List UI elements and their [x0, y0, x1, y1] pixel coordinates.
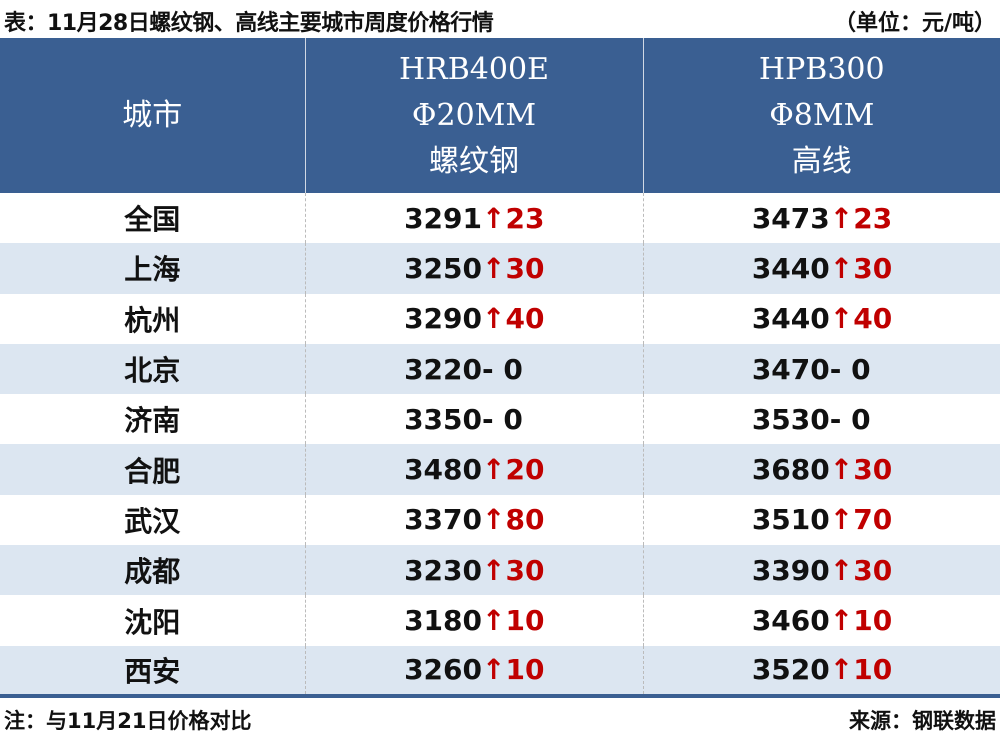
- rebar-price: 3220: [404, 352, 482, 386]
- header-city-label: 城市: [122, 97, 183, 133]
- wire-change: ↑30: [829, 553, 893, 587]
- header-wire-grade: HPB300: [758, 51, 885, 87]
- table-row: 成都 3230↑30 3390↑30: [0, 545, 1000, 596]
- table-row: 杭州 3290↑40 3440↑40: [0, 293, 1000, 344]
- rebar-price: 3480: [404, 453, 482, 487]
- rebar-cell: 3290↑40: [304, 293, 643, 344]
- table-row: 沈阳 3180↑10 3460↑10: [0, 595, 1000, 646]
- wire-price: 3473: [751, 201, 830, 235]
- city-cell: 合肥: [0, 444, 305, 495]
- rebar-cell: 3260↑10: [304, 645, 643, 698]
- wire-cell: 3440↑40: [642, 293, 1000, 344]
- table-row: 合肥 3480↑20 3680↑30: [0, 444, 1000, 495]
- wire-change: ↑70: [829, 503, 893, 537]
- header-wire-size: Φ8MM: [769, 97, 875, 133]
- wire-cell: 3530- 0: [642, 394, 1000, 445]
- rebar-price: 3291: [404, 201, 482, 235]
- rebar-price: 3180: [404, 604, 482, 638]
- wire-price: 3470: [751, 352, 830, 386]
- rebar-change: - 0: [482, 402, 523, 436]
- wire-price: 3390: [751, 553, 830, 587]
- rebar-change: ↑10: [482, 653, 545, 687]
- rebar-cell: 3370↑80: [304, 494, 643, 546]
- city-cell: 全国: [124, 203, 181, 237]
- rebar-price: 3250: [404, 251, 482, 285]
- source-note: 来源：钢联数据: [849, 709, 996, 733]
- table-row: 上海 3250↑30 3440↑30: [0, 243, 1000, 294]
- wire-change: - 0: [829, 352, 871, 386]
- rebar-price: 3230: [404, 553, 482, 587]
- rebar-change: ↑30: [482, 251, 545, 285]
- city-cell: 杭州: [124, 303, 181, 337]
- wire-cell: 3473↑23: [642, 193, 1000, 244]
- wire-change: ↑40: [829, 302, 893, 336]
- wire-change: ↑23: [829, 201, 893, 235]
- rebar-price: 3350: [404, 402, 482, 436]
- wire-cell: 3680↑30: [642, 444, 1000, 495]
- wire-price: 3680: [751, 453, 830, 487]
- table-title: 表：11月28日螺纹钢、高线主要城市周度价格行情: [4, 11, 494, 36]
- table-row: 北京 3220- 0 3470- 0: [0, 343, 1000, 395]
- wire-cell: 3440↑30: [642, 243, 1000, 294]
- rebar-cell: 3220- 0: [304, 343, 643, 395]
- header-rebar-name: 螺纹钢: [429, 143, 519, 179]
- rebar-cell: 3180↑10: [304, 595, 643, 646]
- header-rebar-grade: HRB400E: [399, 51, 549, 87]
- header-row: 城市 HRB400E Φ20MM 螺纹钢 HPB300 Φ8MM 高线: [0, 38, 1000, 193]
- city-cell: 北京: [0, 343, 305, 395]
- header-rebar-size: Φ20MM: [411, 97, 537, 133]
- city-cell: 西安: [0, 645, 305, 698]
- header-wire: HPB300 Φ8MM 高线: [642, 38, 1000, 193]
- rebar-cell: 3250↑30: [304, 243, 643, 294]
- footnote: 注：与11月21日价格对比: [4, 709, 252, 733]
- wire-change: ↑10: [829, 604, 893, 638]
- rebar-price: 3290: [404, 302, 482, 336]
- rebar-change: ↑10: [482, 604, 545, 638]
- wire-change: - 0: [829, 402, 871, 436]
- city-cell: 上海: [0, 243, 305, 294]
- rebar-cell: 3350- 0: [304, 394, 643, 445]
- rebar-change: ↑20: [482, 453, 545, 487]
- rebar-cell: 3480↑20: [304, 444, 643, 495]
- wire-change: ↑30: [829, 453, 893, 487]
- title-bar: 表：11月28日螺纹钢、高线主要城市周度价格行情 （单位：元/吨）: [0, 0, 1000, 38]
- rebar-change: ↑40: [482, 302, 545, 336]
- wire-cell: 3520↑10: [642, 645, 1000, 698]
- wire-cell: 3390↑30: [642, 545, 1000, 596]
- header-rebar: HRB400E Φ20MM 螺纹钢: [304, 38, 643, 193]
- wire-cell: 3510↑70: [642, 494, 1000, 546]
- city-cell: 沈阳: [124, 605, 181, 639]
- table-row: 全国 3291↑23 3473↑23: [0, 193, 1000, 244]
- rebar-change: ↑30: [482, 553, 545, 587]
- city-cell: 成都: [0, 545, 305, 596]
- rebar-cell: 3291↑23: [304, 193, 643, 244]
- rebar-change: ↑80: [482, 503, 545, 537]
- price-table: 城市 HRB400E Φ20MM 螺纹钢 HPB300 Φ8MM 高线 全国 32…: [0, 38, 1000, 698]
- table-row: 武汉 3370↑80 3510↑70: [0, 494, 1000, 546]
- wire-price: 3520: [751, 653, 830, 687]
- wire-price: 3530: [751, 402, 830, 436]
- wire-cell: 3460↑10: [642, 595, 1000, 646]
- wire-change: ↑10: [829, 653, 893, 687]
- table-row: 济南 3350- 0 3530- 0: [0, 394, 1000, 445]
- wire-price: 3510: [751, 503, 830, 537]
- rebar-price: 3370: [404, 503, 482, 537]
- table-row: 西安 3260↑10 3520↑10: [0, 645, 1000, 698]
- header-wire-name: 高线: [791, 143, 852, 179]
- header-city: 城市: [0, 38, 305, 193]
- wire-price: 3440: [751, 302, 830, 336]
- wire-price: 3440: [751, 251, 830, 285]
- unit-label: （单位：元/吨）: [833, 11, 996, 36]
- rebar-cell: 3230↑30: [304, 545, 643, 596]
- rebar-change: - 0: [482, 352, 523, 386]
- rebar-change: ↑23: [482, 201, 545, 235]
- rebar-price: 3260: [404, 653, 482, 687]
- city-cell: 济南: [124, 404, 181, 438]
- wire-change: ↑30: [829, 251, 893, 285]
- wire-cell: 3470- 0: [642, 343, 1000, 395]
- wire-price: 3460: [751, 604, 830, 638]
- city-cell: 武汉: [124, 504, 181, 538]
